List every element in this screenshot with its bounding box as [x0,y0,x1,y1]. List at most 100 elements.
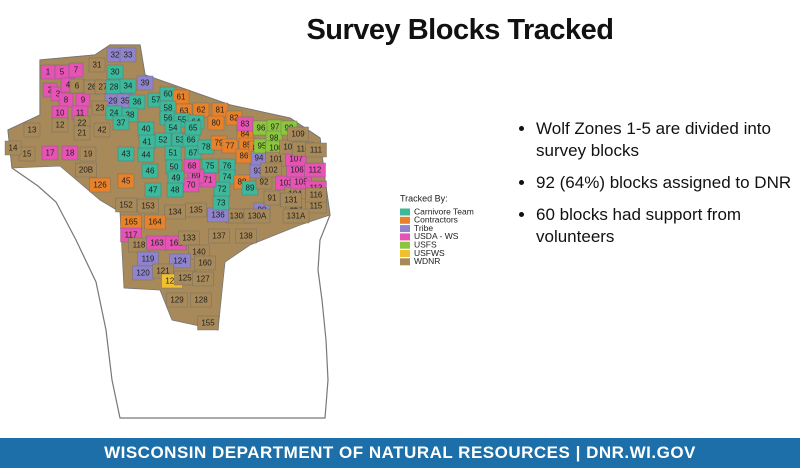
block-label: 126 [93,181,107,190]
block-label: 56 [164,114,173,123]
block-label: 100 [269,144,283,153]
block-label: 162 [169,239,183,248]
block-label: 112 [309,166,322,175]
survey-block [169,253,191,269]
block-label: 38 [126,111,135,120]
block-label: 41 [143,138,152,147]
block-label: 105 [294,178,308,187]
block-label: 48 [171,186,180,195]
block-label: 128 [194,296,208,305]
survey-block [184,120,202,136]
survey-block [79,146,97,162]
block-label: 11 [76,109,85,118]
legend-title: Tracked By: [400,193,448,203]
survey-block [263,190,281,206]
block-label: 26 [88,83,97,92]
block-label: 43 [122,150,131,159]
block-label: 80 [212,119,221,128]
block-label: 165 [124,218,138,227]
block-label: 73 [217,199,226,208]
block-label: 39 [141,79,150,88]
survey-block [197,315,219,331]
block-label: 85 [243,141,252,150]
block-label: 125 [178,274,192,283]
block-label: 106 [290,166,304,175]
block-label: 138 [239,232,253,241]
block-label: 83 [241,120,250,129]
survey-block [305,142,327,158]
survey-block [4,140,22,156]
survey-block [137,198,159,214]
block-label: 131A [287,212,306,221]
block-label: 7 [74,66,79,75]
block-label: 137 [212,232,226,241]
block-label: 1 [46,68,51,77]
block-label: 61 [177,93,186,102]
survey-block [282,208,310,224]
legend-swatch [400,250,410,257]
block-label: 120 [136,269,150,278]
block-label: 109 [291,130,305,139]
survey-block [73,125,91,141]
block-label: 2 [48,86,53,95]
block-label: 29 [109,97,118,106]
block-label: 97 [271,123,280,132]
bullet: 92 (64%) blocks assigned to DNR [536,172,800,194]
legend-swatch [400,233,410,241]
block-label: 24 [110,109,119,118]
legend-label: Carnivore Team [414,206,474,216]
block-label: 5 [60,68,65,77]
survey-block [166,292,188,308]
block-label: 31 [93,61,102,70]
block-label: 27 [99,83,108,92]
block-label: 28 [110,83,119,92]
block-label: 63 [180,107,189,116]
survey-block [117,146,135,162]
block-label: 160 [198,259,212,268]
block-label: 117 [125,231,138,240]
legend-label: USDA - WS [414,231,459,241]
survey-block [119,78,137,94]
block-label: 155 [201,319,215,328]
block-label: 10 [56,109,65,118]
block-label: 131 [284,196,298,205]
survey-block [112,115,130,131]
block-label: 33 [124,51,133,60]
legend-swatch [400,225,410,233]
block-label: 124 [173,257,187,266]
survey-block [141,163,159,179]
block-label: 46 [146,167,155,176]
block-label: 92 [260,178,269,187]
legend-label: Tribe [414,223,433,233]
survey-block [41,145,59,161]
survey-block [243,208,271,224]
survey-block [89,177,111,193]
block-label: 53 [176,136,185,145]
block-label: 74 [223,173,232,182]
block-label: 133 [182,234,196,243]
block-label: 89 [246,184,255,193]
legend-swatch [400,208,410,216]
block-label: 94 [255,154,264,163]
block-label: 115 [310,202,323,211]
block-label: 129 [170,296,184,305]
block-label: 21 [78,129,87,138]
block-label: 9 [81,96,86,105]
block-label: 78 [202,143,211,152]
block-label: 153 [141,202,155,211]
block-label: 91 [268,194,277,203]
survey-block [93,122,111,138]
survey-block [51,117,69,133]
block-label: 40 [142,125,151,134]
block-label: 3 [56,90,61,99]
block-label: 127 [196,275,210,284]
block-label: 79 [215,139,224,148]
block-label: 52 [159,136,168,145]
block-label: 163 [150,239,164,248]
bullet: Wolf Zones 1-5 are divided into survey b… [536,118,800,162]
survey-block [190,292,212,308]
slide-title: Survey Blocks Tracked [306,14,614,46]
block-label: 140 [192,248,206,257]
